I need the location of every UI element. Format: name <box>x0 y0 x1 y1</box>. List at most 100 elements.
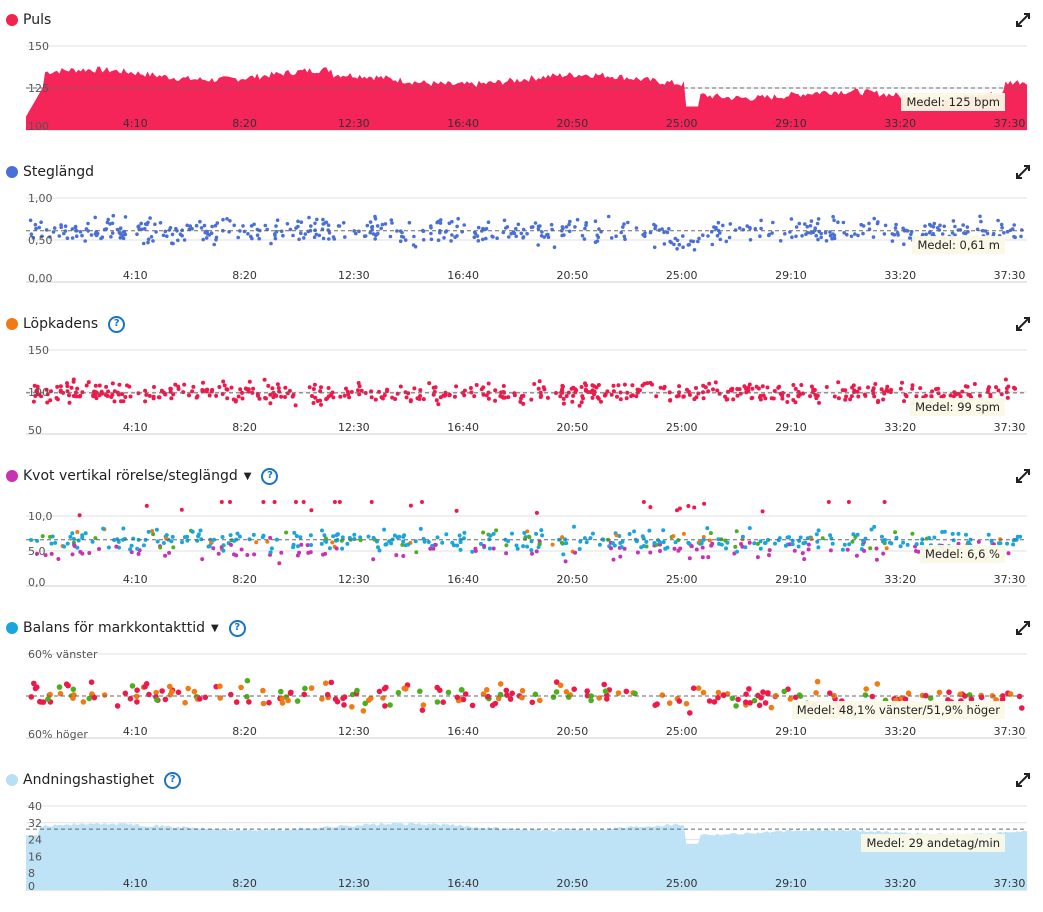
chart-puls[interactable]: 150 125 100 4:10 8:20 12:30 16:40 20:50 25:00 29:… <box>0 30 1043 150</box>
data-point <box>369 500 374 504</box>
data-point <box>808 394 813 399</box>
data-point <box>735 393 740 398</box>
help-icon[interactable]: ? <box>164 771 182 789</box>
data-point <box>561 401 566 406</box>
data-point <box>1000 225 1004 230</box>
expand-icon[interactable] <box>1015 316 1031 332</box>
panel-title[interactable]: Kvot vertikal rörelse/steglängd <box>23 468 238 484</box>
data-point <box>622 382 627 387</box>
data-point <box>70 552 75 557</box>
data-point <box>340 546 345 551</box>
data-point <box>135 232 139 236</box>
data-point <box>224 387 229 392</box>
data-point <box>301 500 306 504</box>
data-point <box>93 215 97 220</box>
data-point <box>536 545 541 550</box>
data-point <box>179 507 184 512</box>
data-point <box>176 238 180 243</box>
data-point <box>328 679 335 686</box>
data-point <box>787 696 794 702</box>
data-point <box>700 555 705 560</box>
data-point <box>596 396 601 401</box>
data-point <box>519 396 523 401</box>
data-point <box>362 700 369 707</box>
expand-icon[interactable] <box>1015 772 1031 788</box>
data-point <box>942 224 946 229</box>
help-icon[interactable]: ? <box>108 315 126 333</box>
data-point <box>619 545 624 549</box>
data-point <box>672 242 676 247</box>
data-point <box>324 691 331 698</box>
expand-icon[interactable] <box>1015 620 1031 636</box>
data-point <box>809 219 814 223</box>
data-point <box>545 395 550 400</box>
data-point <box>275 382 280 387</box>
data-point <box>445 689 452 696</box>
chart-kvot[interactable]: 10,0 5,0 0,0 4:10 8:20 12:30 16:40 20:50 25:00 29… <box>0 486 1043 606</box>
data-point <box>48 398 53 403</box>
data-point <box>985 390 990 394</box>
data-point <box>194 395 199 400</box>
data-point <box>299 542 304 547</box>
panel-andning: Andningshastighet? 40 32 24 16 8 0 4:10 8:20 12:3… <box>0 760 1043 912</box>
data-point <box>417 688 423 695</box>
data-point <box>606 214 611 219</box>
data-point <box>614 533 619 538</box>
data-point <box>515 546 520 551</box>
data-point <box>765 385 770 390</box>
data-point <box>691 239 696 244</box>
x-tick-label: 4:10 <box>123 725 148 738</box>
data-point <box>128 547 133 552</box>
data-point <box>560 233 564 238</box>
data-point <box>135 546 140 551</box>
data-point <box>454 694 461 701</box>
data-point <box>75 545 80 550</box>
data-point <box>509 690 515 697</box>
data-point <box>509 231 513 236</box>
data-point <box>567 229 572 234</box>
dropdown-caret-icon[interactable]: ▼ <box>211 622 219 634</box>
dropdown-caret-icon[interactable]: ▼ <box>243 470 252 482</box>
data-point <box>546 235 551 239</box>
data-point <box>996 541 1001 546</box>
help-icon[interactable]: ? <box>261 467 279 485</box>
data-point <box>724 239 729 244</box>
data-point <box>170 534 175 539</box>
data-point <box>914 549 918 553</box>
data-point <box>111 213 116 218</box>
expand-icon[interactable] <box>1015 468 1031 484</box>
chart-steglangd[interactable]: 1,00 0,50 0,00 4:10 8:20 12:30 16:40 20:50 25:00… <box>0 182 1043 302</box>
data-point <box>108 222 112 226</box>
expand-icon[interactable] <box>1015 164 1031 180</box>
x-tick-label: 4:10 <box>123 117 148 130</box>
data-point <box>80 390 85 395</box>
data-point <box>843 397 848 402</box>
data-point <box>867 221 871 226</box>
expand-icon[interactable] <box>1015 12 1031 28</box>
data-point <box>158 221 163 225</box>
data-point <box>215 221 220 225</box>
chart-balans[interactable]: 60% vänster 60% höger 4:10 8:20 12:30 16:40 20… <box>0 638 1043 758</box>
data-point <box>816 217 821 221</box>
help-icon[interactable]: ? <box>228 619 246 637</box>
data-point <box>447 393 452 398</box>
y-tick-label: 60% höger <box>28 728 88 741</box>
data-point <box>390 221 394 225</box>
chart-andning[interactable]: 40 32 24 16 80 4:10 8:20 12:30 16:40 20:50 25:00 29… <box>0 790 1043 910</box>
panel-title[interactable]: Balans för markkontakttid <box>23 620 206 636</box>
x-tick-label: 4:10 <box>123 421 148 434</box>
data-point <box>199 226 204 230</box>
data-point <box>725 397 730 402</box>
data-point <box>869 527 874 532</box>
data-point <box>627 532 632 536</box>
data-point <box>122 690 129 697</box>
data-point <box>71 379 76 384</box>
y-tick-label: 0,00 <box>28 272 53 285</box>
data-point <box>39 220 43 224</box>
data-point <box>665 545 670 550</box>
data-point <box>52 226 57 230</box>
data-point <box>232 538 237 543</box>
data-point <box>747 382 752 387</box>
data-point <box>389 218 394 222</box>
chart-lopkadens[interactable]: 150 100 50 4:10 8:20 12:30 16:40 20:50 25:00 29:1… <box>0 334 1043 454</box>
